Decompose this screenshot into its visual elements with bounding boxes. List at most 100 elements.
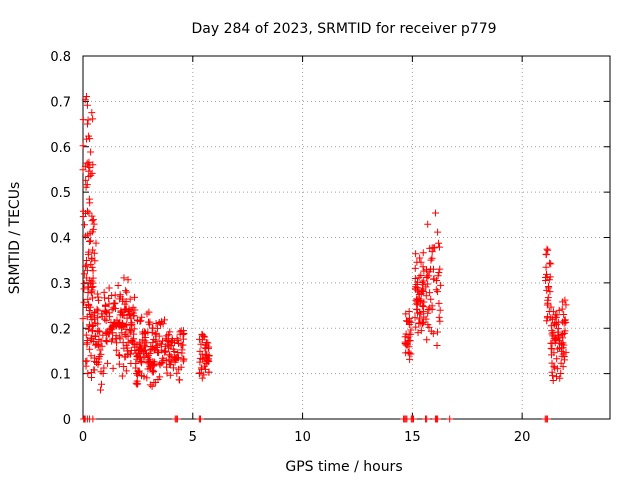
data-point	[412, 323, 420, 331]
x-tick-label: 15	[404, 430, 421, 445]
data-point	[561, 296, 569, 304]
data-point	[89, 294, 97, 302]
data-point	[123, 321, 131, 329]
data-point	[89, 246, 97, 254]
data-point	[137, 357, 145, 365]
data-point	[426, 244, 434, 252]
data-point	[560, 310, 568, 318]
data-point	[85, 283, 93, 291]
data-point	[432, 209, 440, 217]
data-point	[133, 370, 141, 378]
data-point	[102, 317, 110, 325]
data-point	[132, 364, 140, 372]
data-point	[416, 254, 424, 262]
data-point	[413, 309, 421, 317]
data-point	[143, 374, 151, 382]
data-point	[435, 243, 443, 251]
data-point	[432, 286, 440, 294]
data-point	[424, 280, 432, 288]
data-point	[195, 369, 203, 377]
data-point	[152, 320, 160, 328]
data-point	[197, 364, 205, 372]
data-point	[119, 311, 127, 319]
data-point	[83, 339, 91, 347]
data-point	[422, 292, 430, 300]
data-point	[433, 341, 441, 349]
data-point	[411, 314, 419, 322]
data-point	[554, 328, 562, 336]
data-point	[123, 288, 131, 296]
data-point	[407, 318, 415, 326]
data-point	[122, 367, 130, 375]
data-point	[79, 212, 87, 220]
data-point	[430, 244, 438, 252]
data-point	[112, 346, 120, 354]
data-point	[84, 325, 92, 333]
data-point	[118, 321, 126, 329]
data-point	[556, 374, 564, 382]
data-point	[413, 298, 421, 306]
data-point	[104, 359, 112, 367]
data-point	[114, 282, 122, 290]
data-point	[131, 306, 139, 314]
data-point	[146, 357, 154, 365]
data-point	[419, 320, 427, 328]
data-point	[136, 347, 144, 355]
data-point	[116, 295, 124, 303]
data-point	[120, 362, 128, 370]
x-tick-label: 5	[189, 430, 197, 445]
data-point	[555, 306, 563, 314]
data-point	[173, 369, 181, 377]
data-point	[205, 352, 213, 360]
data-point	[412, 250, 420, 258]
data-point	[100, 364, 108, 372]
data-point	[94, 293, 102, 301]
data-point	[96, 346, 104, 354]
data-point	[201, 362, 209, 370]
data-point	[545, 276, 553, 284]
data-point	[96, 386, 104, 394]
data-point	[198, 336, 206, 344]
data-point	[420, 277, 428, 285]
data-point	[423, 266, 431, 274]
data-point	[94, 307, 102, 315]
data-point	[198, 374, 206, 382]
y-axis-label: SRMTID / TECUs	[7, 182, 23, 295]
data-point	[544, 294, 552, 302]
data-point	[547, 303, 555, 311]
data-point	[416, 315, 424, 323]
data-point	[89, 326, 97, 334]
data-point	[423, 336, 431, 344]
data-point	[419, 288, 427, 296]
data-point	[111, 319, 119, 327]
data-point	[82, 331, 90, 339]
data-point	[109, 304, 117, 312]
data-point	[424, 321, 432, 329]
data-point	[108, 292, 116, 300]
data-point	[150, 379, 158, 387]
data-point	[415, 319, 423, 327]
x-tick-label: 0	[79, 430, 87, 445]
data-point	[95, 327, 103, 335]
data-point	[126, 326, 134, 334]
data-point	[90, 249, 98, 257]
data-point	[167, 357, 175, 365]
data-point	[115, 352, 123, 360]
data-point	[82, 183, 90, 191]
data-point	[434, 415, 442, 423]
data-point	[102, 308, 110, 316]
data-point	[543, 415, 551, 423]
x-tick-label: 20	[514, 430, 531, 445]
data-point	[549, 377, 557, 385]
data-point	[88, 212, 96, 220]
data-point	[554, 318, 562, 326]
data-point	[99, 331, 107, 339]
axis-ticks: 0 5 10 15 20 0 0.1 0.2 0.3 0.4 0.5 0.6 0.7 0.8	[50, 50, 610, 445]
data-point	[145, 308, 153, 316]
data-point	[143, 310, 151, 318]
data-point	[146, 349, 154, 357]
data-point	[202, 341, 210, 349]
data-point	[424, 309, 432, 317]
data-point	[95, 296, 103, 304]
data-point	[409, 415, 417, 423]
